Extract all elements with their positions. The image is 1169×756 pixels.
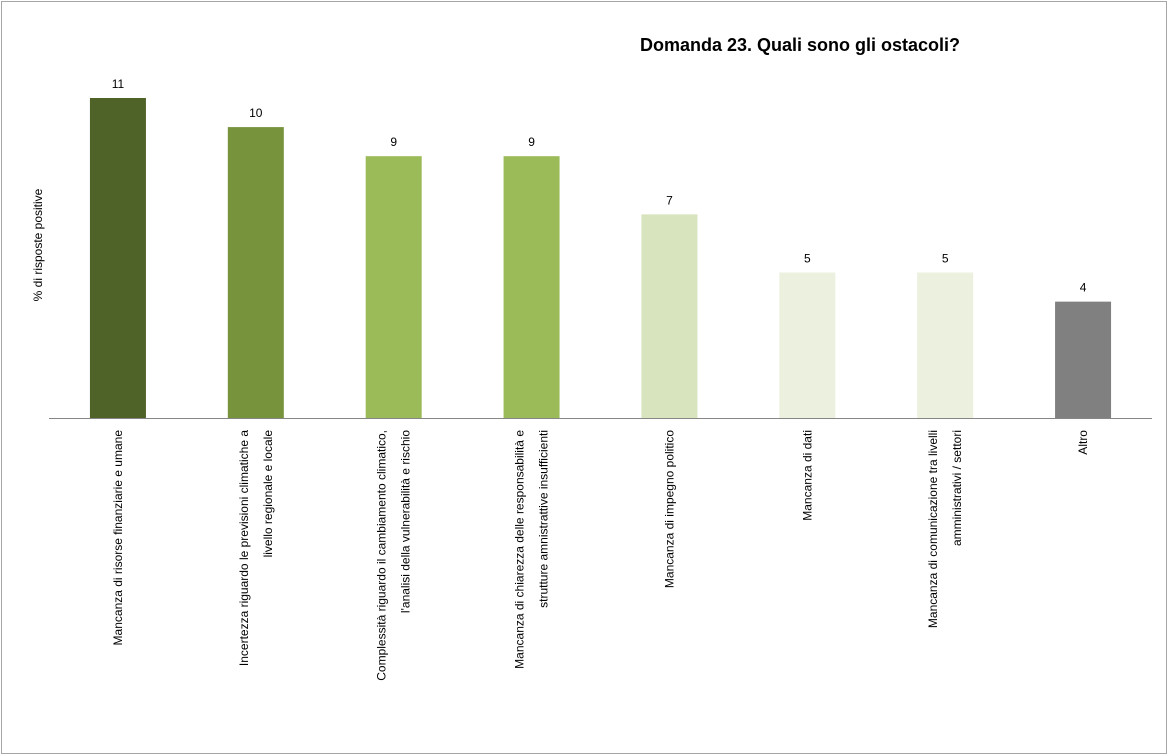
value-label: 9 bbox=[528, 135, 535, 149]
x-tick-label: Complessità riguardo il cambiamento clim… bbox=[375, 430, 413, 681]
x-tick-label: Mancanza di comunicazione tra livelli amm… bbox=[926, 430, 964, 628]
value-label: 5 bbox=[942, 252, 949, 266]
bar bbox=[89, 98, 146, 418]
value-label: 4 bbox=[1080, 281, 1087, 295]
x-tick-label: Mancanza di dati bbox=[800, 430, 814, 521]
bar bbox=[365, 156, 422, 418]
y-axis-label: % di risposte positive bbox=[31, 188, 45, 301]
bar bbox=[227, 127, 284, 418]
value-label: 9 bbox=[390, 135, 397, 149]
x-tick-label: Altro bbox=[1076, 430, 1090, 455]
bar bbox=[641, 214, 698, 418]
bar bbox=[779, 272, 836, 418]
chart-title: Domanda 23. Quali sono gli ostacoli? bbox=[640, 35, 960, 55]
value-label: 10 bbox=[249, 106, 263, 120]
bar bbox=[917, 272, 974, 418]
x-tick-label: Mancanza di impegno politico bbox=[662, 430, 676, 588]
value-label: 11 bbox=[112, 77, 125, 91]
x-tick-label: Mancanza di chiarezza delle responsabili… bbox=[513, 430, 551, 669]
bar bbox=[503, 156, 560, 418]
value-label: 5 bbox=[804, 252, 811, 266]
value-label: 7 bbox=[666, 193, 673, 207]
bar bbox=[1055, 301, 1112, 418]
x-tick-label: Incertezza riguardo le previsioni climat… bbox=[237, 430, 275, 666]
x-tick-label: Mancanza di risorse finanziarie e umane bbox=[111, 430, 125, 646]
